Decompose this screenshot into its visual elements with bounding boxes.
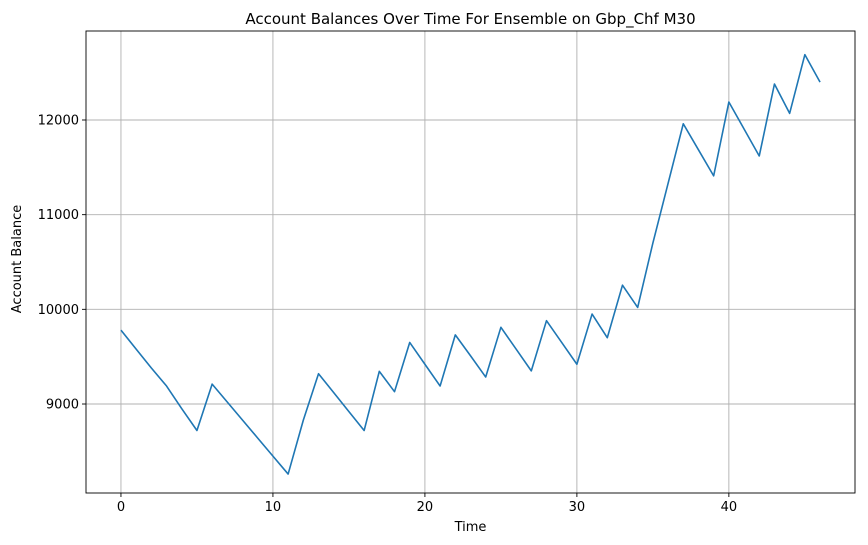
x-tick-label: 10 xyxy=(265,500,282,515)
x-tick-label: 40 xyxy=(721,500,738,515)
x-tick-label: 20 xyxy=(417,500,434,515)
series-layer xyxy=(120,53,821,475)
y-tick-label: 12000 xyxy=(38,113,79,128)
grid xyxy=(86,31,855,493)
x-axis-ticks: 0 10 20 30 40 xyxy=(117,493,737,515)
x-tick-label: 0 xyxy=(117,500,125,515)
y-tick-label: 9000 xyxy=(46,398,79,413)
series-line xyxy=(120,53,821,475)
y-axis-ticks: 9000 10000 11000 12000 xyxy=(38,113,86,413)
chart-title: Account Balances Over Time For Ensemble … xyxy=(245,10,695,29)
y-axis-label: Account Balance xyxy=(10,205,25,313)
x-axis-label: Time xyxy=(454,520,487,535)
plot-frame xyxy=(85,30,856,494)
y-tick-label: 11000 xyxy=(38,208,79,223)
x-tick-label: 30 xyxy=(569,500,586,515)
y-tick-label: 10000 xyxy=(38,303,79,318)
